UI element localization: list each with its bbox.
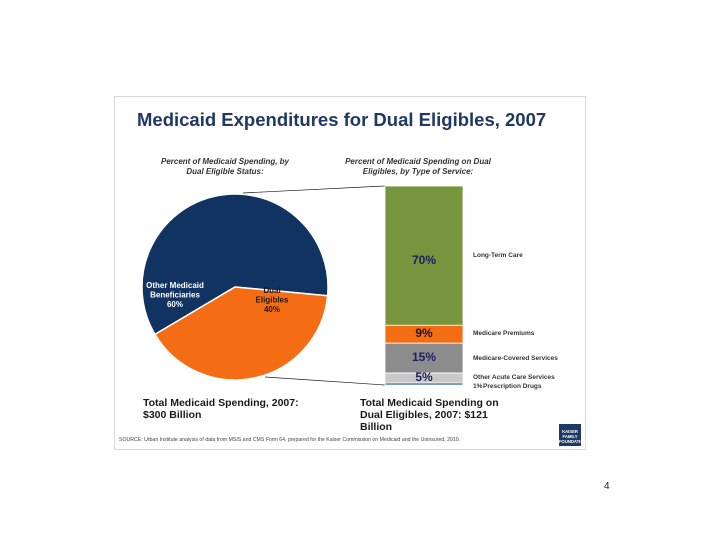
pie-value-label: 40%: [264, 305, 280, 314]
bar-category-label: Medicare-Covered Services: [473, 355, 558, 362]
pie-to-bar-connectors: [242, 185, 386, 386]
connector-line: [242, 185, 386, 194]
pie-slice: [141, 193, 329, 336]
pie-slice-label: Dual: [263, 286, 280, 295]
stacked-bar-chart: 70% 9% 15% 5% Long-Term Care Medicare Premium…: [384, 185, 558, 390]
chart-slide-image: Medicaid Expenditures for Dual Eligibles…: [114, 96, 587, 450]
pie-slice-label: Eligibles: [256, 296, 289, 305]
pie-footer: Total Medicaid Spending, 2007: $300 Bill…: [143, 397, 299, 421]
bar-footer: Total Medicaid Spending on Dual Eligible…: [360, 397, 499, 433]
pie-slice-label: Other Medicaid: [146, 281, 204, 290]
chart-title: Medicaid Expenditures for Dual Eligibles…: [137, 109, 547, 130]
bar-category-label: Prescription Drugs: [483, 383, 542, 390]
bar-value-label: 9%: [415, 326, 433, 340]
source-note: SOURCE: Urban Institute analysis of data…: [119, 437, 461, 443]
pie-value-label: 60%: [167, 300, 183, 309]
logo-line: FOUNDATION: [559, 439, 587, 444]
bar-category-label: Medicare Premiums: [473, 330, 535, 337]
logo-line: FAMILY: [562, 434, 578, 439]
bar-subtitle: Percent of Medicaid Spending on Dual Eli…: [345, 157, 491, 176]
bar-segment: [384, 382, 464, 386]
logo-line: KAISER: [562, 429, 578, 434]
bar-segment: [384, 185, 464, 326]
bar-category-label: Other Acute Care Services: [473, 374, 555, 381]
pie-subtitle: Percent of Medicaid Spending, by Dual El…: [160, 157, 290, 176]
bar-value-label: 15%: [412, 350, 436, 364]
pie-slice: [153, 286, 329, 381]
bar-value-label: 1%: [473, 383, 483, 390]
kaiser-logo: KAISER FAMILY FOUNDATION: [559, 424, 587, 446]
bar-category-label: Long-Term Care: [473, 252, 523, 259]
page-number: 4: [604, 481, 610, 492]
pie-slice-label: Beneficiaries: [150, 291, 200, 300]
connector-line: [264, 376, 386, 386]
bar-value-label: 70%: [412, 253, 436, 267]
bar-segment: [384, 342, 464, 374]
bar-value-label: 5%: [415, 370, 433, 384]
